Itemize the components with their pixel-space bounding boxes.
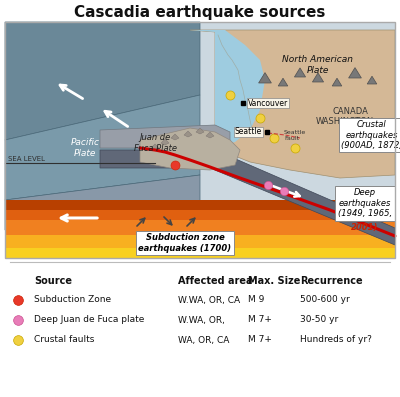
Text: Source: Source <box>34 276 72 286</box>
Text: M 7+: M 7+ <box>248 316 272 324</box>
Text: Subduction Zone: Subduction Zone <box>34 295 111 304</box>
Text: Affected area: Affected area <box>178 276 252 286</box>
Text: Seattle
Fault: Seattle Fault <box>284 130 306 141</box>
Polygon shape <box>196 128 204 134</box>
Text: Juan de
Fuca Plate: Juan de Fuca Plate <box>134 133 176 153</box>
Text: WA, OR, CA: WA, OR, CA <box>178 335 229 345</box>
Polygon shape <box>5 200 395 258</box>
Polygon shape <box>161 139 169 145</box>
Text: Max. Size: Max. Size <box>248 276 300 286</box>
Text: North American
Plate: North American Plate <box>282 55 354 75</box>
Text: Pacific
Plate: Pacific Plate <box>70 138 100 158</box>
Polygon shape <box>349 67 362 78</box>
Polygon shape <box>190 30 265 148</box>
Polygon shape <box>171 134 179 140</box>
Polygon shape <box>332 78 342 86</box>
Polygon shape <box>294 68 306 77</box>
Polygon shape <box>367 76 377 84</box>
Text: Crustal
earthquakes
(900AD, 1872): Crustal earthquakes (900AD, 1872) <box>341 120 400 150</box>
Polygon shape <box>140 128 240 170</box>
Text: Deep Juan de Fuca plate: Deep Juan de Fuca plate <box>34 316 144 324</box>
Polygon shape <box>278 78 288 86</box>
Text: Seattle: Seattle <box>235 127 262 137</box>
Text: Hundreds of yr?: Hundreds of yr? <box>300 335 372 345</box>
Polygon shape <box>190 30 395 178</box>
Polygon shape <box>5 248 395 258</box>
Text: Vancouver: Vancouver <box>248 98 288 108</box>
Polygon shape <box>206 132 214 138</box>
Polygon shape <box>151 144 159 150</box>
Text: SEA LEVEL: SEA LEVEL <box>8 156 45 162</box>
Polygon shape <box>184 131 192 137</box>
Polygon shape <box>5 175 200 230</box>
Polygon shape <box>5 235 395 258</box>
Text: M 9: M 9 <box>248 295 264 304</box>
Text: Deep
earthquakes
(1949, 1965,: Deep earthquakes (1949, 1965, <box>338 188 392 218</box>
Text: 500-600 yr: 500-600 yr <box>300 295 350 304</box>
Polygon shape <box>259 73 271 83</box>
Polygon shape <box>5 220 395 258</box>
Polygon shape <box>312 73 324 82</box>
Bar <box>5 22 395 258</box>
Text: Subduction zone
earthquakes (1700): Subduction zone earthquakes (1700) <box>138 233 232 253</box>
Polygon shape <box>100 150 395 245</box>
Text: W.WA, OR, CA: W.WA, OR, CA <box>178 295 240 304</box>
Text: Recurrence: Recurrence <box>300 276 363 286</box>
Polygon shape <box>5 210 395 258</box>
Text: CANADA: CANADA <box>332 108 368 116</box>
Polygon shape <box>5 22 395 258</box>
Text: M 7+: M 7+ <box>248 335 272 345</box>
Polygon shape <box>100 125 230 150</box>
Text: WASHINGTON: WASHINGTON <box>316 118 374 127</box>
Text: Crustal faults: Crustal faults <box>34 335 94 345</box>
Text: Cascadia earthquake sources: Cascadia earthquake sources <box>74 6 326 21</box>
Text: 30-50 yr: 30-50 yr <box>300 316 338 324</box>
Polygon shape <box>5 22 200 140</box>
Text: 2001): 2001) <box>351 223 379 232</box>
Polygon shape <box>5 95 200 200</box>
Text: W.WA, OR,: W.WA, OR, <box>178 316 225 324</box>
